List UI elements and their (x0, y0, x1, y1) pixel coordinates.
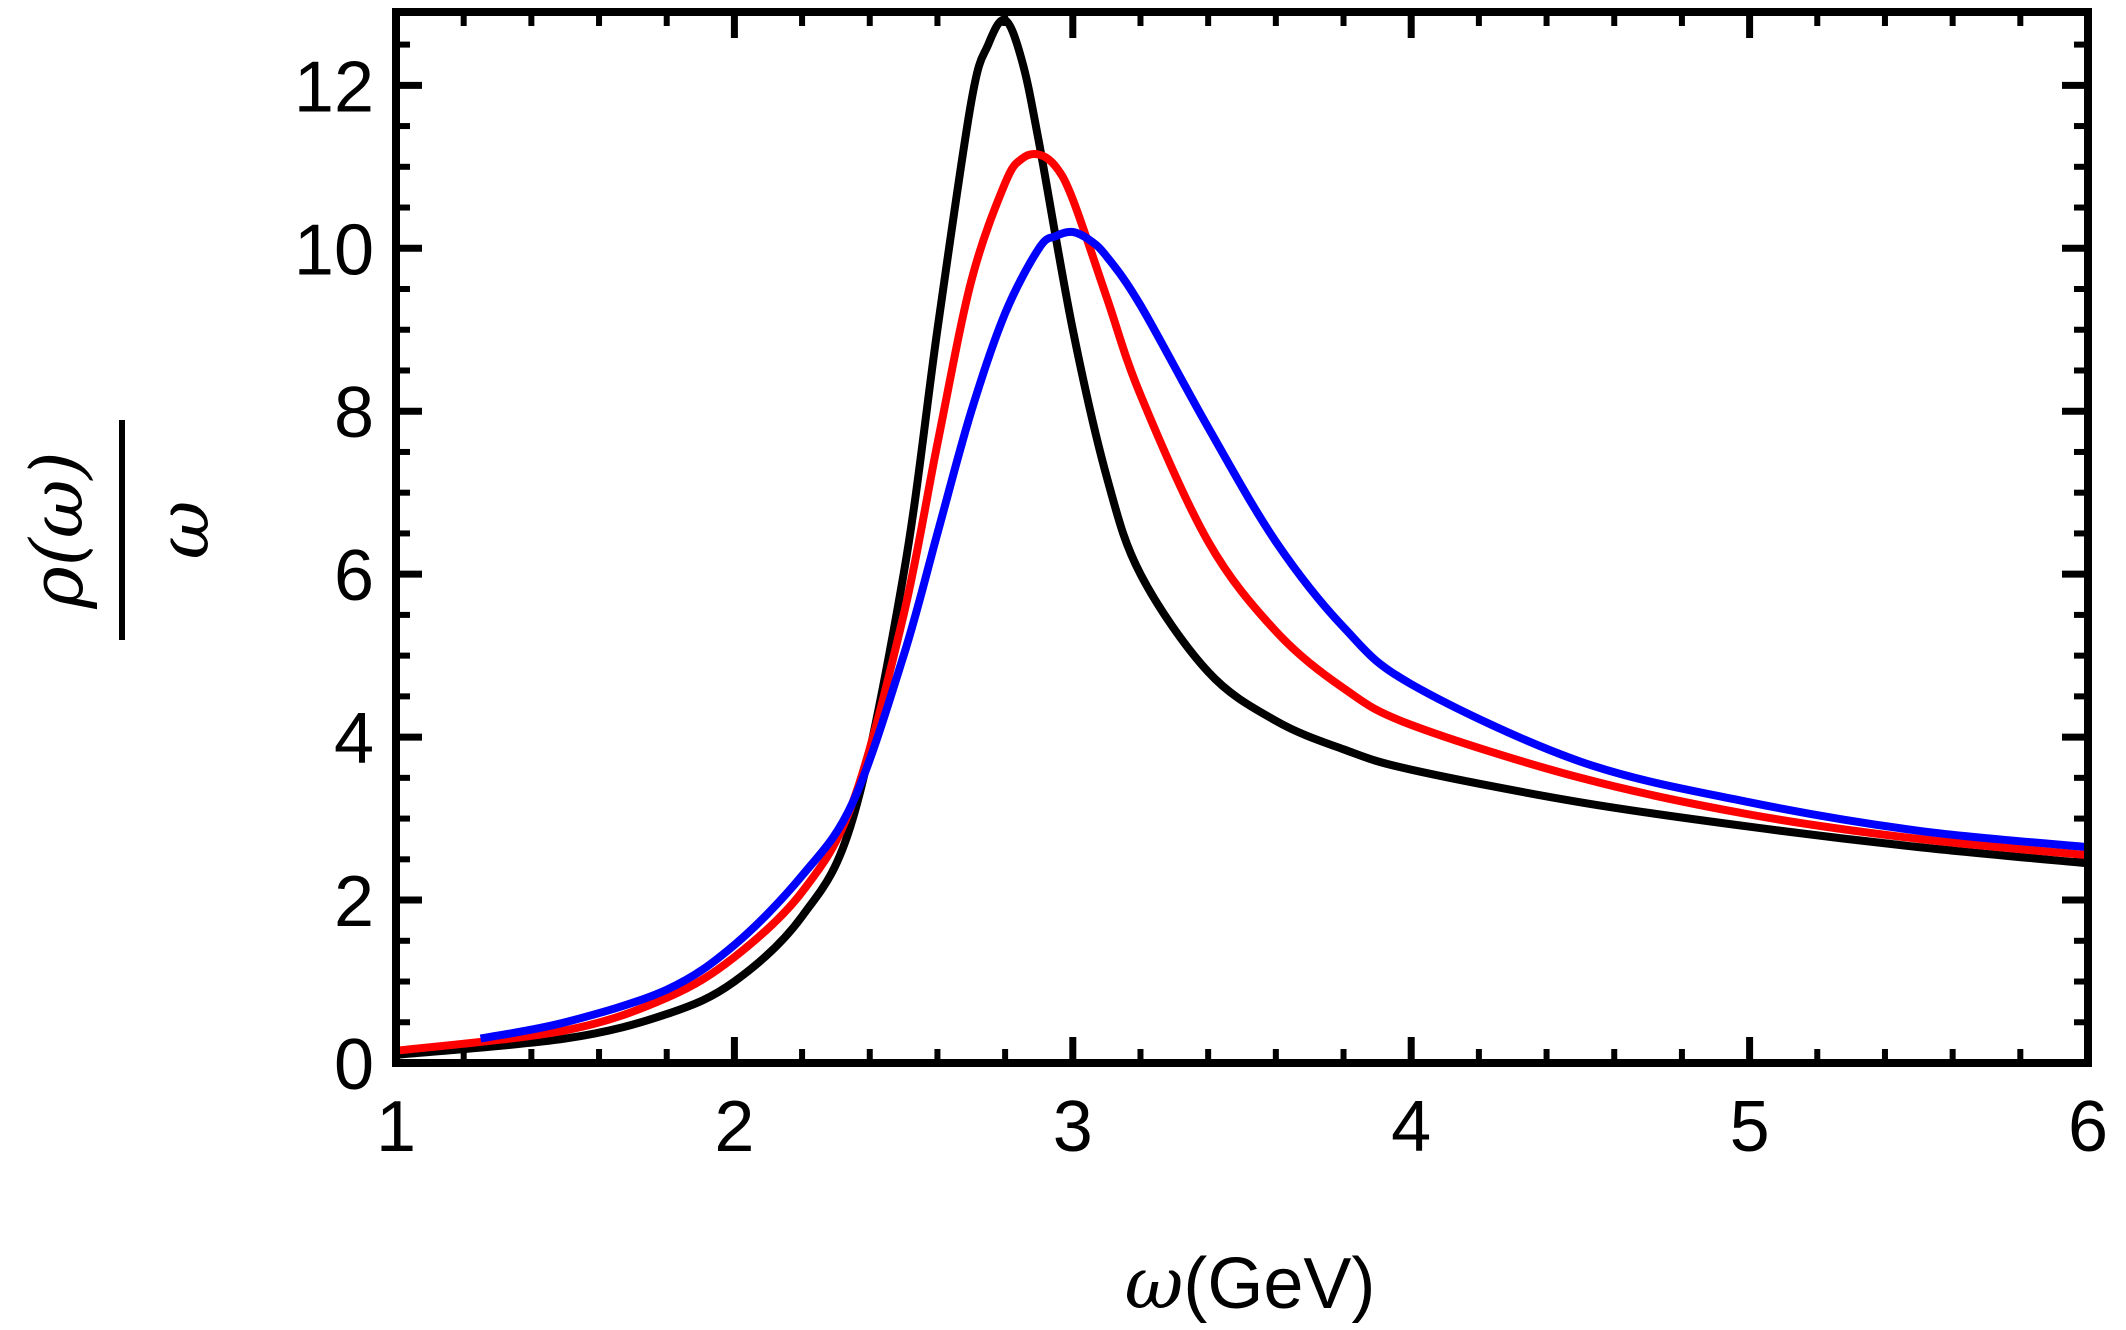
x-tick-label: 1 (376, 1087, 416, 1167)
y-tick-label: 2 (334, 862, 374, 942)
y-tick-label: 12 (294, 47, 374, 127)
y-tick-label: 6 (334, 536, 374, 616)
x-axis-label: ω(GeV) (1125, 1241, 1376, 1325)
y-tick-label: 4 (334, 699, 374, 779)
x-tick-label: 6 (2068, 1087, 2108, 1167)
x-tick-label: 2 (714, 1087, 754, 1167)
x-tick-label: 5 (1730, 1087, 1770, 1167)
tick-marks (392, 12, 2092, 1067)
series-lines (395, 15, 2089, 1059)
x-tick-label: 4 (1391, 1087, 1431, 1167)
series-line-1 (395, 15, 2089, 1059)
y-axis-denominator: ω (141, 501, 225, 560)
plot-frame (392, 8, 2092, 1067)
x-tick-label: 3 (1053, 1087, 1093, 1167)
series-line-2 (395, 149, 2089, 1055)
x-axis-unit: (GeV) (1183, 1244, 1375, 1324)
y-axis-label: ρ(ω) ω (15, 420, 225, 640)
y-axis-numerator: ρ(ω) (15, 451, 99, 609)
y-tick-label: 8 (334, 373, 374, 453)
x-axis-symbol: ω (1125, 1241, 1184, 1325)
y-tick-label: 0 (334, 1025, 374, 1105)
series-line-3 (479, 227, 2089, 1043)
y-tick-label: 10 (294, 210, 374, 290)
